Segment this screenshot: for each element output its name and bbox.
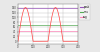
Legend: peak, rms, avg: peak, rms, avg	[79, 4, 90, 20]
